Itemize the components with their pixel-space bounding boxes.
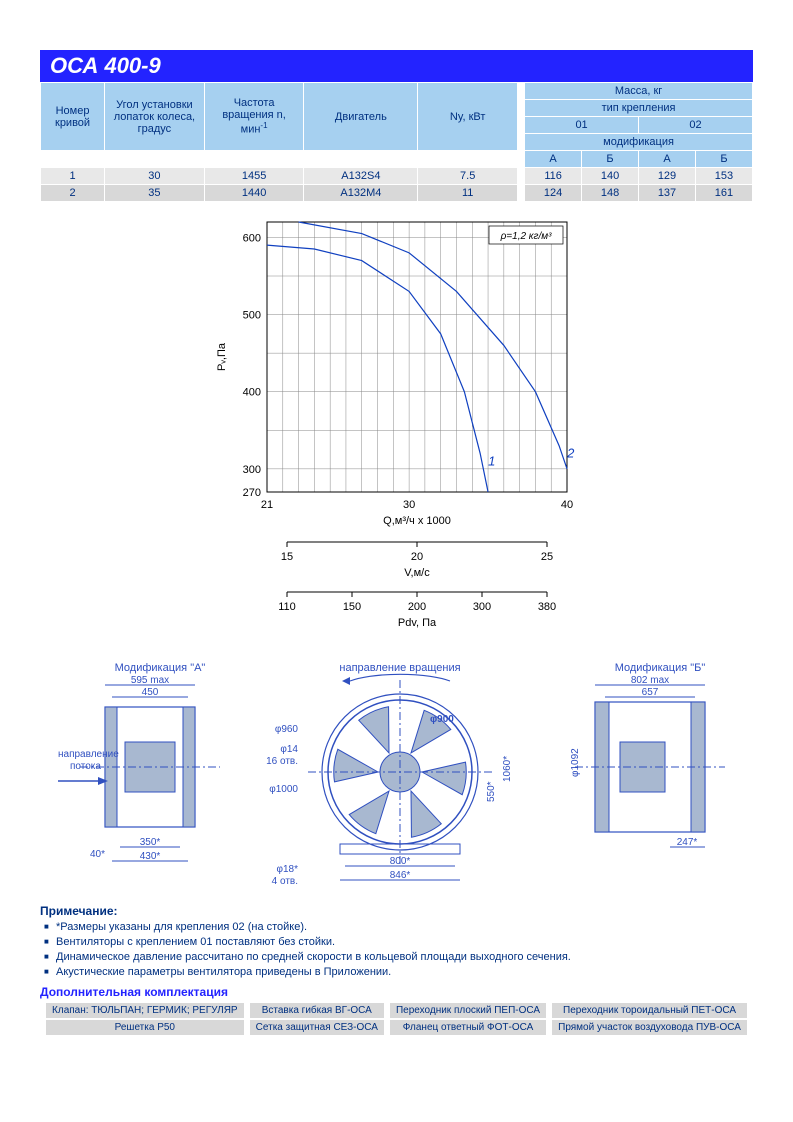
svg-text:247*: 247* xyxy=(677,837,698,848)
col-mass: Масса, кг xyxy=(525,83,753,100)
svg-text:15: 15 xyxy=(280,551,292,563)
svg-text:V,м/c: V,м/c xyxy=(404,567,430,579)
svg-text:200: 200 xyxy=(407,601,425,613)
svg-text:Pdv, Па: Pdv, Па xyxy=(397,617,436,629)
svg-text:270: 270 xyxy=(242,487,260,499)
addl-item: Переходник тороидальный ПЕТ-ОСА xyxy=(552,1003,747,1018)
notes-section: Примечание: *Размеры указаны для креплен… xyxy=(40,904,753,979)
svg-text:400: 400 xyxy=(242,387,260,399)
addl-item: Прямой участок воздуховода ПУВ-ОСА xyxy=(552,1020,747,1035)
svg-text:550*: 550* xyxy=(486,781,497,802)
addl-table: Клапан: ТЮЛЬПАН; ГЕРМИК; РЕГУЛЯР Вставка … xyxy=(40,1001,753,1037)
addl-item: Переходник плоский ПЕП-ОСА xyxy=(390,1003,546,1018)
spec-table: Номер кривой Угол установки лопаток коле… xyxy=(40,82,753,202)
col-mount: тип крепления xyxy=(525,100,753,117)
table-row: 1301455A132S47.5116140129153 xyxy=(41,168,753,185)
svg-text:430*: 430* xyxy=(140,851,161,862)
note-item: Вентиляторы с креплением 01 поставляют б… xyxy=(44,935,753,950)
performance-chart: 270300400500600Pᵥ,Па213040Q,м³/ч x 10001… xyxy=(207,212,587,642)
svg-text:595 max: 595 max xyxy=(131,675,169,686)
addl-item: Фланец ответный ФОТ-ОСА xyxy=(390,1020,546,1035)
svg-text:φ960: φ960 xyxy=(275,724,299,735)
page-title: ОСА 400-9 xyxy=(40,50,753,82)
svg-text:φ14: φ14 xyxy=(280,744,298,755)
col-mod: модификация xyxy=(525,134,753,151)
col-motor: Двигатель xyxy=(304,83,418,151)
svg-text:φ18*: φ18* xyxy=(277,864,299,875)
addl-header: Дополнительная комплектация xyxy=(40,985,753,999)
svg-text:16 отв.: 16 отв. xyxy=(266,756,298,767)
svg-text:150: 150 xyxy=(342,601,360,613)
col-rpm: Частота вращения n, мин-1 xyxy=(204,83,304,151)
svg-text:Q,м³/ч x 1000: Q,м³/ч x 1000 xyxy=(383,515,451,527)
svg-text:потока: потока xyxy=(70,761,101,772)
svg-text:300: 300 xyxy=(242,464,260,476)
notes-header: Примечание: xyxy=(40,904,753,918)
svg-text:846*: 846* xyxy=(390,870,411,881)
svg-text:направление: направление xyxy=(58,749,119,760)
note-item: Акустические параметры вентилятора приве… xyxy=(44,965,753,980)
svg-text:30: 30 xyxy=(402,499,414,511)
svg-text:4 отв.: 4 отв. xyxy=(272,876,298,887)
svg-text:802 max: 802 max xyxy=(631,675,669,686)
svg-text:500: 500 xyxy=(242,310,260,322)
svg-text:600: 600 xyxy=(242,232,260,244)
svg-text:направление вращения: направление вращения xyxy=(339,662,460,674)
note-item: Динамическое давление рассчитано по сред… xyxy=(44,950,753,965)
svg-text:φ900: φ900 xyxy=(430,714,454,725)
svg-text:450: 450 xyxy=(142,687,159,698)
svg-text:657: 657 xyxy=(642,687,659,698)
svg-text:21: 21 xyxy=(260,499,272,511)
svg-text:ρ=1,2 кг/м³: ρ=1,2 кг/м³ xyxy=(499,231,552,242)
addl-item: Сетка защитная СЕЗ-ОСА xyxy=(250,1020,384,1035)
svg-text:1060*: 1060* xyxy=(502,756,513,782)
dimension-diagrams: Модификация "А"595 max450 40* 350* 430* напр… xyxy=(40,657,753,887)
svg-text:φ1000: φ1000 xyxy=(269,784,298,795)
col-angle: Угол установки лопаток колеса, градус xyxy=(105,83,205,151)
svg-text:800*: 800* xyxy=(390,856,411,867)
svg-text:Модификация "Б": Модификация "Б" xyxy=(615,662,706,674)
svg-text:φ1092: φ1092 xyxy=(570,748,581,777)
svg-text:2: 2 xyxy=(566,446,575,461)
svg-text:40*: 40* xyxy=(90,849,105,860)
table-row: 2351440А132М411124148137161 xyxy=(41,185,753,202)
svg-text:380: 380 xyxy=(537,601,555,613)
svg-text:25: 25 xyxy=(540,551,552,563)
note-item: *Размеры указаны для крепления 02 (на ст… xyxy=(44,920,753,935)
addl-item: Клапан: ТЮЛЬПАН; ГЕРМИК; РЕГУЛЯР xyxy=(46,1003,244,1018)
addl-item: Вставка гибкая ВГ-ОСА xyxy=(250,1003,384,1018)
col-curve: Номер кривой xyxy=(41,83,105,151)
col-ny: Ny, кВт xyxy=(418,83,518,151)
svg-text:300: 300 xyxy=(472,601,490,613)
svg-text:Pᵥ,Па: Pᵥ,Па xyxy=(216,342,228,371)
svg-text:20: 20 xyxy=(410,551,422,563)
svg-text:350*: 350* xyxy=(140,837,161,848)
svg-text:110: 110 xyxy=(278,601,296,613)
addl-item: Решетка Р50 xyxy=(46,1020,244,1035)
svg-text:40: 40 xyxy=(560,499,572,511)
svg-text:Модификация "А": Модификация "А" xyxy=(115,662,206,674)
svg-text:1: 1 xyxy=(488,453,495,468)
